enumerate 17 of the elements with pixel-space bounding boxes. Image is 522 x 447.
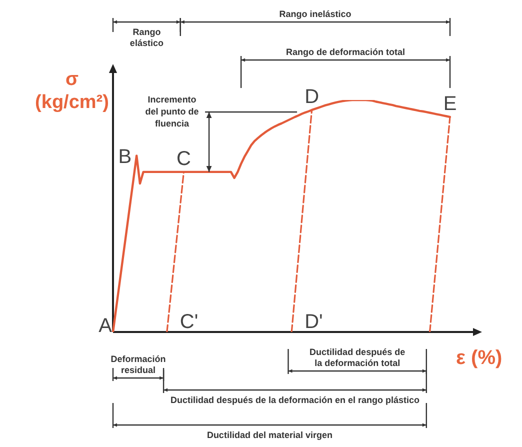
annotation: E <box>443 92 457 115</box>
text: Rango de deformación total <box>286 47 406 57</box>
text: Ductilidad después de la deformación en el rango plástico <box>170 395 420 405</box>
annotation: D <box>304 86 320 108</box>
text: Rango elástico <box>130 27 164 48</box>
annotation: Incremento del punto de fluencia <box>145 94 199 128</box>
text: Deformación residual <box>110 354 166 375</box>
text: Ductilidad del material virgen <box>206 430 332 440</box>
text: Rango inelástico <box>279 9 352 19</box>
annotation: C <box>176 148 191 170</box>
x-axis-title: ε (%) <box>456 347 502 369</box>
text: Ductilidad después de la deformación total <box>310 347 406 368</box>
annotation: D' <box>304 311 323 333</box>
annotation: A <box>98 315 113 337</box>
annotation: B <box>118 146 132 168</box>
y-axis-title: σ (kg/cm²) <box>35 69 109 113</box>
annotation: C' <box>180 311 198 333</box>
